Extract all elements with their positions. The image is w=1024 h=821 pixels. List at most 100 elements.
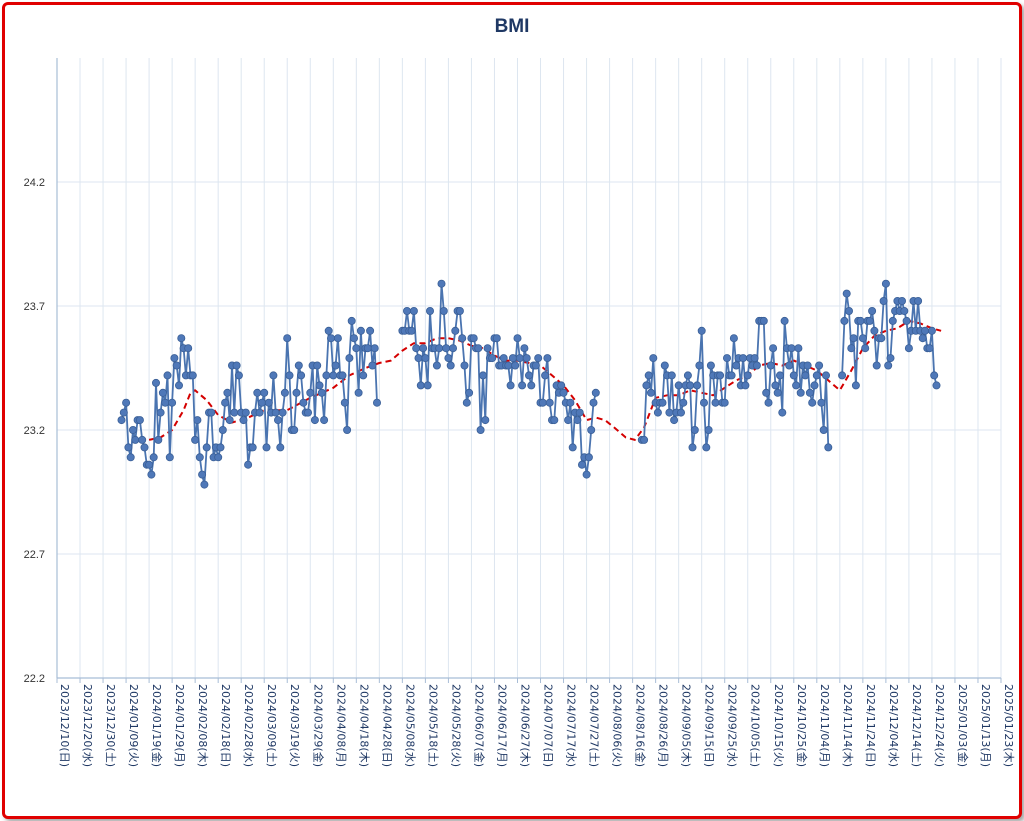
x-tick-label: 2024/05/18(土) [426, 684, 439, 767]
daily-point [518, 381, 527, 390]
daily-point [739, 354, 748, 363]
daily-point [292, 388, 301, 397]
daily-point [191, 435, 200, 444]
x-tick-label: 2024/08/16(金) [634, 684, 648, 767]
x-tick-label: 2024/01/09(火) [127, 684, 140, 767]
x-tick-label: 2024/08/06(火) [611, 684, 624, 767]
daily-point [808, 398, 817, 407]
daily-point [278, 408, 287, 417]
daily-point [812, 371, 821, 380]
daily-point [538, 398, 547, 407]
daily-point [711, 398, 720, 407]
daily-point [773, 388, 782, 397]
daily-point [462, 398, 471, 407]
daily-point [902, 316, 911, 325]
x-tick-label: 2023/12/20(水) [81, 684, 94, 767]
daily-point [326, 334, 335, 343]
daily-point [165, 453, 174, 462]
daily-point [402, 306, 411, 315]
x-tick-label: 2024/06/07(金) [472, 684, 486, 767]
daily-point [849, 334, 858, 343]
daily-point [771, 381, 780, 390]
daily-point [925, 344, 934, 353]
daily-point [921, 326, 930, 335]
daily-point [522, 354, 531, 363]
x-tick-label: 2024/10/25(金) [795, 684, 809, 767]
daily-point [414, 354, 423, 363]
daily-point [161, 398, 170, 407]
x-tick-label: 2025/01/03(金) [956, 684, 970, 767]
x-tick-label: 2024/01/29(月) [173, 684, 186, 767]
daily-point [525, 371, 534, 380]
daily-point [322, 371, 331, 380]
x-tick-label: 2024/05/08(水) [403, 684, 416, 767]
daily-point [338, 371, 347, 380]
daily-point [642, 381, 651, 390]
y-tick-labels: 22.2 22.7 23.2 23.7 24.2 [24, 177, 45, 685]
daily-point [504, 361, 513, 370]
x-tick-label: 2024/03/19(火) [288, 684, 301, 767]
daily-point [591, 388, 600, 397]
daily-point [858, 334, 867, 343]
x-tick-label: 2024/10/15(火) [772, 684, 785, 767]
x-tick-label: 2024/09/05(木) [680, 684, 693, 767]
daily-point [313, 361, 322, 370]
daily-point [310, 416, 319, 425]
daily-point [789, 371, 798, 380]
daily-point [476, 425, 485, 434]
daily-point [239, 416, 248, 425]
daily-point [898, 296, 907, 305]
daily-point [575, 408, 584, 417]
daily-point [564, 416, 573, 425]
daily-point [128, 425, 137, 434]
daily-point [372, 398, 381, 407]
x-tick-label: 2024/04/08(月) [334, 684, 347, 767]
daily-point [131, 435, 140, 444]
daily-point [145, 460, 154, 469]
daily-point [117, 416, 126, 425]
daily-point [416, 381, 425, 390]
x-tick-label: 2024/02/08(木) [196, 684, 209, 767]
daily-point [264, 398, 273, 407]
daily-point [481, 416, 490, 425]
daily-point [658, 398, 667, 407]
daily-point [216, 443, 225, 452]
daily-point [904, 344, 913, 353]
daily-point [815, 361, 824, 370]
x-tick-label: 2024/11/24(日) [864, 684, 877, 767]
daily-point [677, 408, 686, 417]
x-tick-label: 2024/02/18(日) [219, 684, 232, 767]
daily-point [573, 416, 582, 425]
daily-point [865, 316, 874, 325]
daily-point [363, 344, 372, 353]
y-tick-label: 22.7 [24, 549, 45, 561]
daily-point [927, 326, 936, 335]
daily-point [727, 371, 736, 380]
daily-point [458, 334, 467, 343]
daily-point [559, 388, 568, 397]
daily-point [195, 453, 204, 462]
daily-point [248, 443, 257, 452]
daily-point [207, 408, 216, 417]
daily-point [527, 381, 536, 390]
daily-point [670, 416, 679, 425]
x-tick-label: 2024/12/04(水) [887, 684, 900, 767]
daily-point [531, 361, 540, 370]
x-tick-label: 2024/08/26(月) [657, 684, 670, 767]
daily-point [343, 425, 352, 434]
x-tick-label: 2024/07/27(土) [588, 684, 601, 767]
daily-point [294, 361, 303, 370]
daily-point [299, 398, 308, 407]
daily-point [448, 344, 457, 353]
daily-point [283, 334, 292, 343]
daily-line-segment [641, 319, 830, 449]
daily-point [140, 443, 149, 452]
daily-point [172, 361, 181, 370]
daily-point [918, 334, 927, 343]
daily-point [511, 361, 520, 370]
daily-point [877, 334, 886, 343]
daily-point [534, 354, 543, 363]
daily-point [315, 381, 324, 390]
daily-point [845, 306, 854, 315]
daily-point [370, 344, 379, 353]
